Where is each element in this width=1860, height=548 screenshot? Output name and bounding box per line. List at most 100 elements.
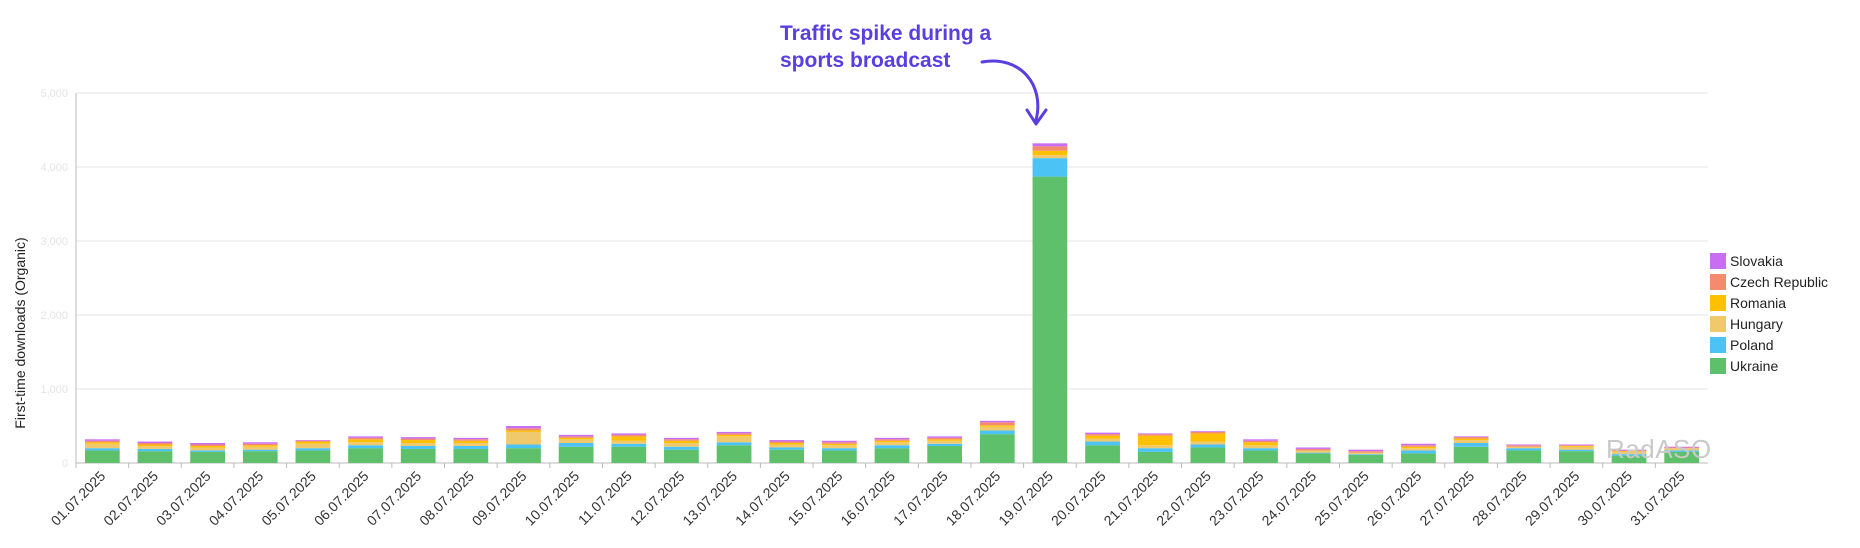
bar-segment xyxy=(1085,441,1120,446)
bar-segment xyxy=(769,447,805,450)
bar-segment xyxy=(348,436,383,438)
bar-segment xyxy=(664,443,699,447)
legend-item[interactable]: Czech Republic xyxy=(1710,271,1828,292)
legend-item[interactable]: Slovakia xyxy=(1710,250,1828,271)
bar-segment xyxy=(611,446,647,463)
bar-segment xyxy=(1243,442,1278,446)
bar-segment xyxy=(1190,447,1226,463)
bar-segment xyxy=(84,443,120,449)
y-tick-label: 3,000 xyxy=(40,236,68,248)
bar-segment xyxy=(1611,449,1647,451)
x-tick-label: 24.07.2025 xyxy=(1258,468,1319,529)
legend-swatch xyxy=(1710,357,1726,374)
x-tick-label: 13.07.2025 xyxy=(679,468,740,529)
bar-segment xyxy=(453,445,489,449)
bar-segment xyxy=(1664,446,1700,448)
bar-segment xyxy=(1137,434,1173,436)
bar-segment xyxy=(716,445,752,463)
bar-segment xyxy=(1559,445,1594,446)
legend-item[interactable]: Ukraine xyxy=(1710,355,1828,376)
bar-segment xyxy=(979,420,1015,423)
legend-item[interactable]: Poland xyxy=(1710,334,1828,355)
bar-segment xyxy=(137,448,173,452)
bar-segment xyxy=(1664,450,1700,452)
bar-segment xyxy=(1401,443,1436,446)
bar-segment xyxy=(1348,449,1384,452)
bar-segment xyxy=(1137,433,1173,435)
x-tick-label: 15.07.2025 xyxy=(785,468,846,529)
bar-segment xyxy=(664,439,699,441)
bar-segment xyxy=(1401,448,1436,451)
bar-segment xyxy=(1137,448,1173,452)
legend-swatch xyxy=(1710,273,1726,290)
bar-segment xyxy=(664,440,699,444)
bar-segment xyxy=(611,436,647,441)
bar-segment xyxy=(190,451,225,463)
x-tick-label: 18.07.2025 xyxy=(943,468,1004,529)
bar-segment xyxy=(716,434,752,437)
bar-segment xyxy=(242,442,278,444)
bar-segment xyxy=(558,439,594,444)
bar-segment xyxy=(453,443,489,446)
x-tick-label: 29.07.2025 xyxy=(1522,468,1583,529)
bar-segment xyxy=(1190,433,1226,442)
bar-segment xyxy=(1559,449,1594,452)
bar-segment xyxy=(295,440,331,441)
bar-segment xyxy=(506,428,541,431)
bar-segment xyxy=(558,436,594,438)
x-tick-label: 20.07.2025 xyxy=(1048,468,1109,529)
bar-segment xyxy=(1085,432,1120,435)
x-tick-label: 28.07.2025 xyxy=(1469,468,1530,529)
bar-segment xyxy=(1190,431,1226,432)
legend-swatch xyxy=(1710,336,1726,353)
bar-segment xyxy=(1295,450,1331,453)
legend-label: Hungary xyxy=(1730,315,1783,332)
bar-segment xyxy=(242,449,278,452)
x-tick-label: 06.07.2025 xyxy=(311,468,372,529)
bar-segment xyxy=(1453,437,1489,439)
bar-segment xyxy=(1190,431,1226,434)
bar-segment xyxy=(400,438,436,441)
legend-item[interactable]: Hungary xyxy=(1710,313,1828,334)
bar-segment xyxy=(927,437,963,440)
bar-segment xyxy=(1032,143,1068,147)
bar-segment xyxy=(821,440,857,443)
bar-segment xyxy=(1295,448,1331,451)
bar-segment xyxy=(927,439,963,441)
bar-segment xyxy=(84,450,120,463)
bar-segment xyxy=(1295,453,1331,463)
bar-segment xyxy=(137,445,173,449)
bar-segment xyxy=(927,445,963,463)
y-axis-label: First-time downloads (Organic) xyxy=(12,237,28,429)
bar-segment xyxy=(295,441,331,444)
bar-segment xyxy=(664,449,699,463)
bar-segment xyxy=(1243,445,1278,449)
annotation-arrow xyxy=(980,59,1040,122)
bar-segment xyxy=(874,437,910,440)
legend-item[interactable]: Romania xyxy=(1710,292,1828,313)
bar-segment xyxy=(348,439,383,443)
bar-segment xyxy=(190,444,225,446)
bar-segment xyxy=(242,451,278,463)
legend-label: Poland xyxy=(1730,336,1774,353)
x-tick-label: 25.07.2025 xyxy=(1311,468,1372,529)
bar-segment xyxy=(821,442,857,444)
bar-segment xyxy=(1401,450,1436,454)
bar-segment xyxy=(348,437,383,440)
bar-segment xyxy=(874,445,910,449)
bar-segment xyxy=(1506,445,1542,447)
bar-segment xyxy=(874,442,910,446)
bar-segment xyxy=(769,444,805,448)
x-tick-label: 09.07.2025 xyxy=(469,468,530,529)
bar-segment xyxy=(190,447,225,451)
y-tick-label: 1,000 xyxy=(40,384,68,396)
bar-segment xyxy=(821,443,857,446)
bar-segment xyxy=(1137,451,1173,463)
bar-segment xyxy=(1348,454,1384,455)
bar-segment xyxy=(1085,438,1120,442)
bar-segment xyxy=(927,443,963,446)
bar-segment xyxy=(1032,155,1068,159)
bar-segment xyxy=(242,446,278,450)
bar-segment xyxy=(400,440,436,444)
bar-segment xyxy=(979,425,1015,427)
